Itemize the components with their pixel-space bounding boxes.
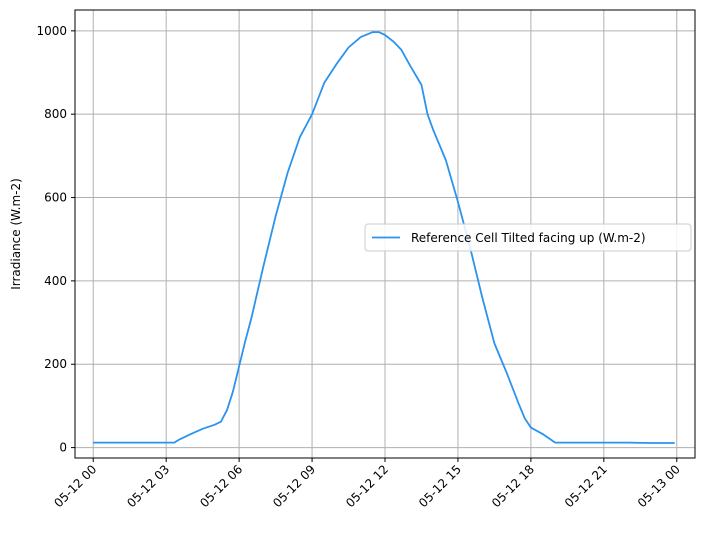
y-axis-label: Irradiance (W.m-2) [9, 178, 23, 290]
y-tick-label: 200 [44, 357, 67, 371]
series-line [93, 31, 675, 444]
y-axis: 0 200 400 600 800 1000 [36, 24, 75, 455]
legend: Reference Cell Tilted facing up (W.m-2) [364, 223, 692, 252]
y-tick-label: 600 [44, 191, 67, 205]
y-tick-label: 800 [44, 107, 67, 121]
plot-area [93, 31, 675, 444]
y-tick-label: 0 [59, 441, 67, 455]
legend-label: Reference Cell Tilted facing up (W.m-2) [411, 231, 646, 245]
y-tick-label: 1000 [36, 24, 67, 38]
y-tick-label: 400 [44, 274, 67, 288]
legend-box [364, 223, 692, 252]
